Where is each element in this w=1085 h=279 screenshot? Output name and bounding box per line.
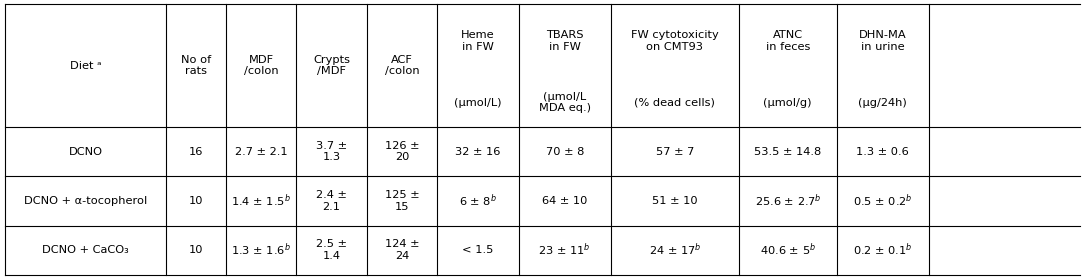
- Text: DHN-MA
in urine: DHN-MA in urine: [859, 30, 906, 52]
- Text: 2.5 ±
1.4: 2.5 ± 1.4: [316, 239, 347, 261]
- Text: DCNO + α-tocopherol: DCNO + α-tocopherol: [24, 196, 148, 206]
- Text: 10: 10: [189, 245, 203, 255]
- Text: Heme
in FW: Heme in FW: [461, 30, 495, 52]
- Text: (μmol/g): (μmol/g): [764, 98, 812, 107]
- Text: (μmol/L
MDA eq.): (μmol/L MDA eq.): [539, 92, 590, 113]
- Text: 25.6 ± 2.7$^b$: 25.6 ± 2.7$^b$: [755, 193, 820, 209]
- Text: 125 ±
15: 125 ± 15: [385, 190, 419, 212]
- Text: 1.3 ± 0.6: 1.3 ± 0.6: [856, 146, 909, 157]
- Text: 124 ±
24: 124 ± 24: [385, 239, 419, 261]
- Text: 23 ± 11$^b$: 23 ± 11$^b$: [538, 242, 591, 258]
- Text: 16: 16: [189, 146, 203, 157]
- Text: No of
rats: No of rats: [181, 55, 210, 76]
- Text: ACF
/colon: ACF /colon: [385, 55, 419, 76]
- Text: ATNC
in feces: ATNC in feces: [766, 30, 809, 52]
- Text: Crypts
/MDF: Crypts /MDF: [312, 55, 350, 76]
- Text: 64 ± 10: 64 ± 10: [542, 196, 587, 206]
- Text: 57 ± 7: 57 ± 7: [655, 146, 694, 157]
- Text: < 1.5: < 1.5: [462, 245, 494, 255]
- Text: 24 ± 17$^b$: 24 ± 17$^b$: [649, 242, 701, 258]
- Text: 32 ± 16: 32 ± 16: [456, 146, 500, 157]
- Text: 0.2 ± 0.1$^b$: 0.2 ± 0.1$^b$: [853, 242, 912, 258]
- Text: Diet ᵃ: Diet ᵃ: [69, 61, 102, 71]
- Text: 126 ±
20: 126 ± 20: [385, 141, 419, 162]
- Text: 2.4 ±
2.1: 2.4 ± 2.1: [316, 190, 347, 212]
- Text: 40.6 ± 5$^b$: 40.6 ± 5$^b$: [760, 242, 816, 258]
- Text: 3.7 ±
1.3: 3.7 ± 1.3: [316, 141, 347, 162]
- Text: 10: 10: [189, 196, 203, 206]
- Text: 51 ± 10: 51 ± 10: [652, 196, 698, 206]
- Text: FW cytotoxicity
on CMT93: FW cytotoxicity on CMT93: [631, 30, 718, 52]
- Text: 2.7 ± 2.1: 2.7 ± 2.1: [234, 146, 288, 157]
- Text: DCNO: DCNO: [68, 146, 103, 157]
- Text: 53.5 ± 14.8: 53.5 ± 14.8: [754, 146, 821, 157]
- Text: (μg/24h): (μg/24h): [858, 98, 907, 107]
- Text: 6 ± 8$^b$: 6 ± 8$^b$: [459, 193, 497, 209]
- Text: 0.5 ± 0.2$^b$: 0.5 ± 0.2$^b$: [853, 193, 912, 209]
- Text: (% dead cells): (% dead cells): [635, 98, 715, 107]
- Text: 70 ± 8: 70 ± 8: [546, 146, 584, 157]
- Text: 1.4 ± 1.5$^b$: 1.4 ± 1.5$^b$: [231, 193, 291, 209]
- Text: 1.3 ± 1.6$^b$: 1.3 ± 1.6$^b$: [231, 242, 291, 258]
- Text: DCNO + CaCO₃: DCNO + CaCO₃: [42, 245, 129, 255]
- Text: MDF
/colon: MDF /colon: [244, 55, 278, 76]
- Text: (μmol/L): (μmol/L): [455, 98, 501, 107]
- Text: TBARS
in FW: TBARS in FW: [546, 30, 584, 52]
